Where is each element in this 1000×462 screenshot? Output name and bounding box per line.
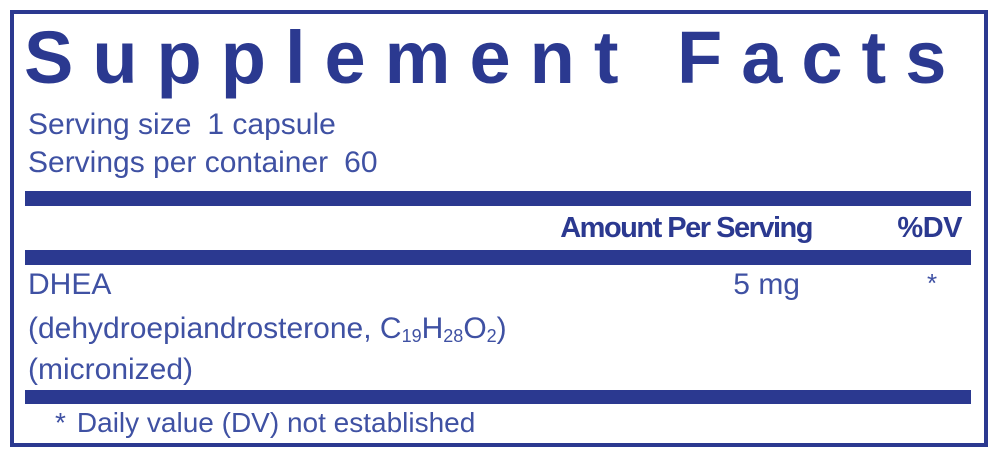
serving-size-label: Serving size — [28, 108, 192, 141]
serving-size-value: 1 capsule — [207, 108, 336, 141]
ingredient-dv-asterisk: * — [926, 268, 938, 298]
daily-value-footnote: * Daily value (DV) not established — [55, 409, 475, 437]
supplement-facts-panel: Supplement Facts Serving size 1 capsule S… — [10, 10, 988, 447]
column-header-percent-dv: %DV — [897, 212, 962, 244]
servings-per-container-value: 60 — [344, 146, 378, 179]
formula-element-h: H — [421, 312, 444, 345]
ingredient-formula: (dehydroepiandrosterone, C19H28O2) — [28, 312, 507, 346]
serving-size-line: Serving size 1 capsule — [28, 110, 336, 140]
panel-title: Supplement Facts — [24, 16, 966, 99]
formula-suffix: ) — [496, 312, 507, 345]
formula-prefix: (dehydroepiandrosterone, C — [28, 312, 402, 345]
formula-subscript-2: 2 — [486, 326, 497, 346]
servings-per-container-label: Servings per container — [28, 146, 329, 179]
formula-subscript-19: 19 — [401, 326, 422, 346]
column-header-amount-per-serving: Amount Per Serving — [560, 212, 813, 244]
servings-per-container-line: Servings per container 60 — [28, 148, 378, 178]
footnote-asterisk: * — [55, 407, 66, 438]
footnote-text: Daily value (DV) not established — [76, 407, 476, 438]
divider-bar-thick-top — [25, 191, 971, 206]
formula-subscript-28: 28 — [443, 326, 464, 346]
divider-bar-thick-middle — [25, 250, 971, 265]
formula-element-o: O — [463, 312, 487, 345]
ingredient-form-note: (micronized) — [28, 353, 194, 386]
ingredient-amount: 5 mg — [733, 268, 800, 301]
ingredient-name: DHEA — [28, 268, 112, 301]
divider-bar-footnote — [25, 390, 971, 404]
